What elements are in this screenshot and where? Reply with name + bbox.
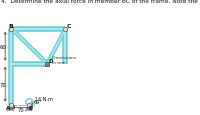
Text: E: E (29, 106, 32, 111)
Text: Dimensions
in mm: Dimensions in mm (52, 56, 77, 65)
Text: 16 N·m: 16 N·m (35, 96, 53, 101)
Text: A: A (6, 105, 10, 110)
Text: D: D (49, 59, 53, 64)
Text: 60: 60 (0, 44, 6, 49)
Text: 70: 70 (0, 82, 6, 87)
Bar (9, 105, 14, 108)
Text: 4.  Determine the axial force in member BC of the frame. Note the joint D is a s: 4. Determine the axial force in member B… (1, 0, 200, 4)
Text: 70: 70 (17, 107, 24, 112)
Bar (27, 105, 32, 108)
Text: C: C (66, 24, 71, 29)
Text: B: B (8, 24, 13, 29)
Text: 60°: 60° (34, 99, 43, 104)
